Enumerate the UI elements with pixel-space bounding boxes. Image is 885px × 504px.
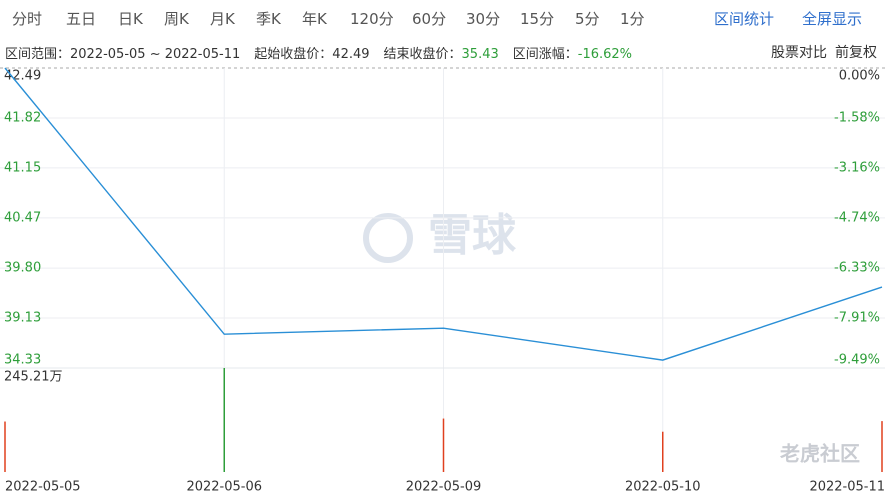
- x-tick-label: 2022-05-11: [809, 480, 885, 495]
- action[interactable]: 区间统计: [714, 10, 775, 28]
- info-value: 35.43: [461, 47, 499, 62]
- tab[interactable]: 季K: [256, 10, 281, 28]
- option[interactable]: 股票对比: [771, 45, 827, 61]
- info-value: -16.62%: [577, 47, 633, 62]
- y2-tick-label: 42.49: [4, 69, 41, 84]
- tab[interactable]: 五日: [66, 10, 97, 28]
- volume-bar: [662, 431, 664, 472]
- x-tick-label: 2022-05-09: [406, 480, 482, 495]
- tab[interactable]: 日K: [118, 10, 143, 28]
- y2-tick-label: 40.47: [4, 210, 41, 225]
- info-label: 区间范围：: [5, 47, 71, 62]
- y-tick-label: -6.33%: [834, 261, 880, 276]
- option[interactable]: 前复权: [835, 45, 877, 61]
- info-item: 结束收盘价：35.43: [384, 43, 499, 62]
- action[interactable]: 全屏显示: [802, 10, 863, 28]
- y-tick-label: -1.58%: [834, 110, 880, 125]
- tab[interactable]: 周K: [164, 10, 189, 28]
- y2-tick-label: 34.33: [4, 353, 41, 368]
- y2-tick-label: 41.82: [4, 110, 41, 125]
- tab[interactable]: 120分: [350, 10, 394, 28]
- watermark-logo: [363, 213, 413, 263]
- volume-bar: [223, 368, 225, 472]
- price-line: [4, 67, 883, 361]
- tab[interactable]: 5分: [575, 10, 600, 28]
- watermark: 雪球: [428, 210, 517, 261]
- volume-bar: [4, 421, 6, 472]
- volume-bar: [442, 418, 445, 472]
- info-value: 42.49: [332, 47, 370, 62]
- info-item: 区间涨幅：-16.62%: [513, 43, 632, 62]
- info-bar: 区间范围：2022-05-05 ~ 2022-05-11 起始收盘价：42.49 结…: [5, 43, 632, 62]
- tab[interactable]: 月K: [210, 10, 235, 28]
- tab-bar: 分时 五日 日K 周K 月K 季K 年K 120分 60分 30分 15分 5分 1分 区间统计 全屏显示: [0, 8, 885, 32]
- x-tick-label: 2022-05-06: [186, 480, 262, 495]
- y2-tick-label: 41.15: [4, 160, 41, 175]
- watermark: 老虎社区: [780, 442, 860, 466]
- tab[interactable]: 15分: [520, 10, 555, 28]
- x-tick-label: 2022-05-05: [5, 480, 81, 495]
- volume-tick-label: 245.21万: [4, 370, 63, 385]
- tab[interactable]: 分时: [12, 10, 43, 28]
- y-tick-label: -7.91%: [834, 311, 880, 326]
- tab[interactable]: 年K: [302, 10, 327, 28]
- y2-tick-label: 39.13: [4, 311, 41, 326]
- info-item: 起始收盘价：42.49: [254, 43, 369, 62]
- info-label: 结束收盘价：: [383, 47, 462, 62]
- info-label: 区间涨幅：: [512, 47, 578, 62]
- y2-tick-label: 39.80: [4, 261, 41, 276]
- options: 股票对比 前复权: [771, 42, 877, 62]
- volume-bar: [881, 421, 883, 472]
- y-tick-label: -3.16%: [834, 160, 880, 175]
- info-value: 2022-05-05 ~ 2022-05-11: [70, 47, 241, 62]
- y-tick-label: 0.00%: [839, 69, 880, 84]
- tab[interactable]: 1分: [620, 10, 645, 28]
- x-tick-label: 2022-05-10: [625, 480, 701, 495]
- y-tick-label: -4.74%: [834, 210, 880, 225]
- info-item: 区间范围：2022-05-05 ~ 2022-05-11: [5, 43, 240, 62]
- tab[interactable]: 60分: [412, 10, 447, 28]
- info-label: 起始收盘价：: [254, 47, 333, 62]
- y-tick-label: -9.49%: [834, 353, 880, 368]
- tab[interactable]: 30分: [466, 10, 501, 28]
